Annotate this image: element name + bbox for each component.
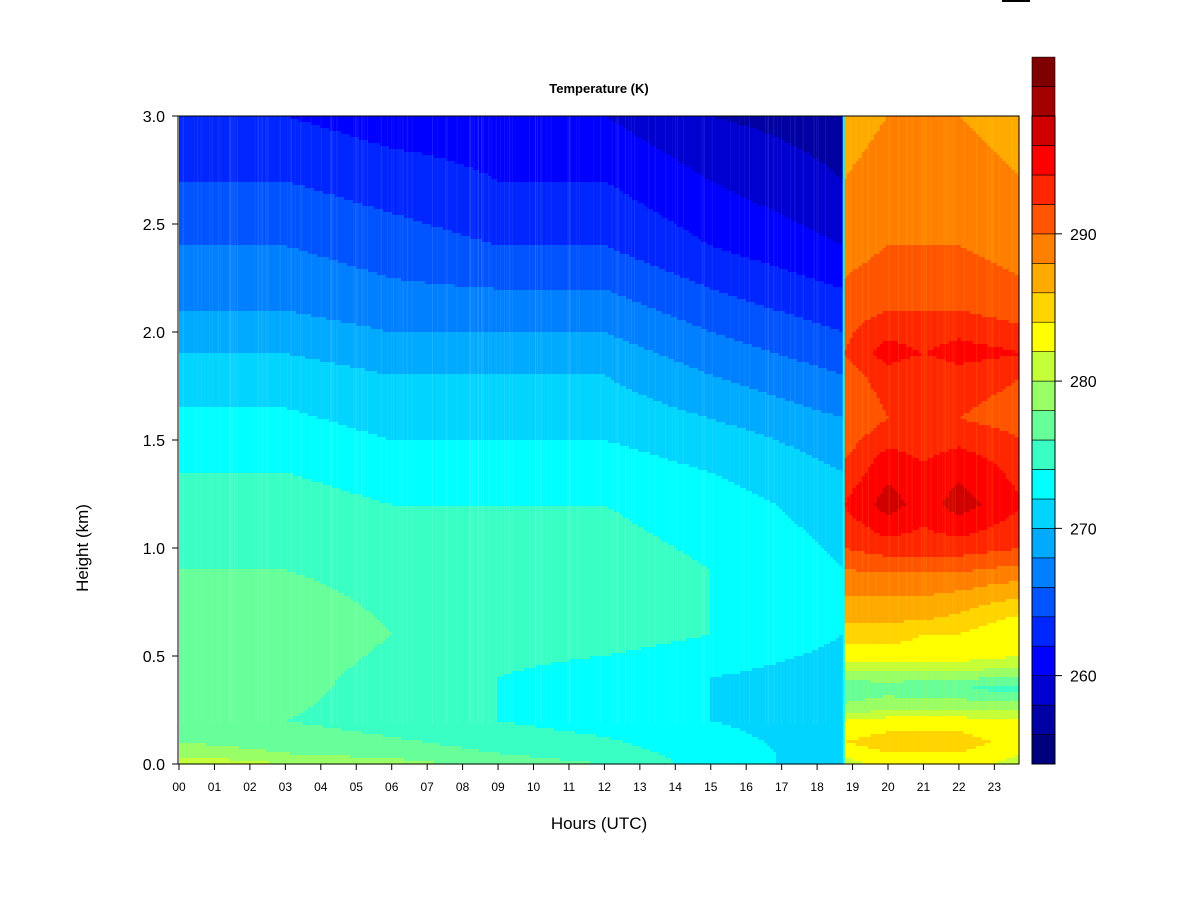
plot-area [178, 116, 1020, 765]
